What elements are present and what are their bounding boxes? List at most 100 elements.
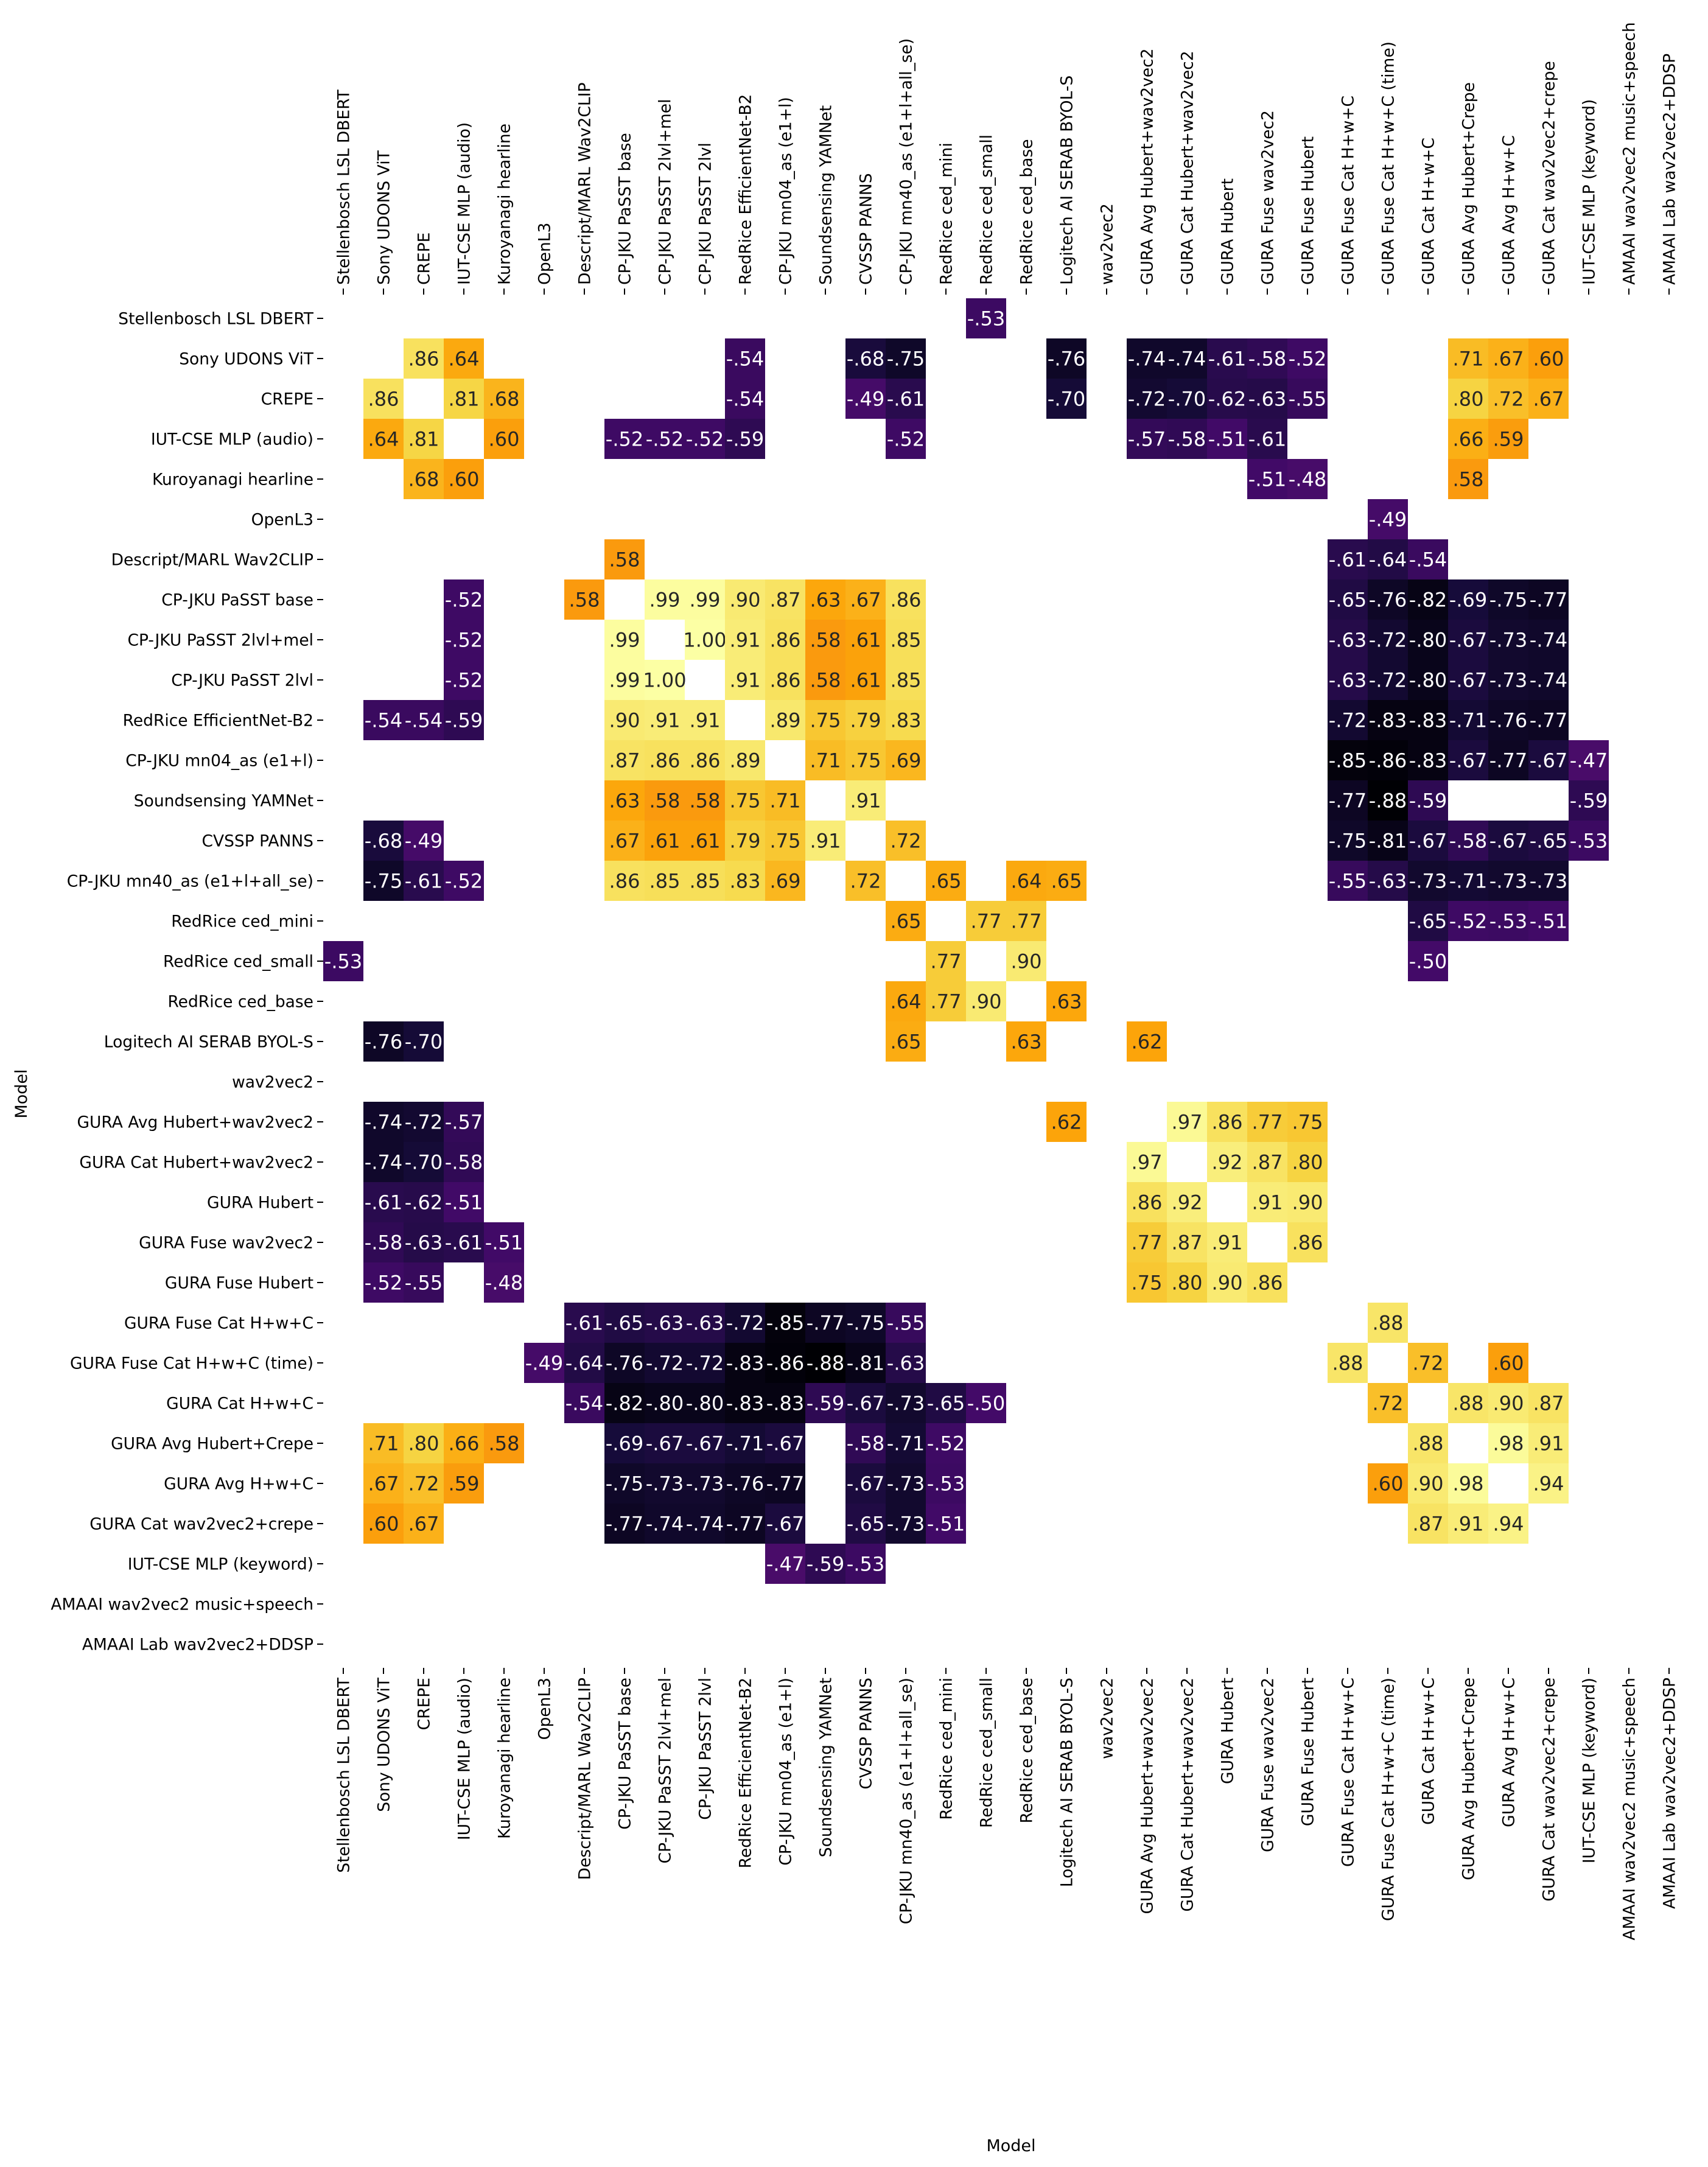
- x-tick-label-top: AMAAI wav2vec2 music+speech: [1620, 22, 1639, 285]
- cell-value-label: -.80: [1409, 669, 1447, 692]
- x-tick-label-top: GURA Fuse Cat H+w+C: [1339, 96, 1357, 285]
- cell-value-label: -.58: [847, 1432, 884, 1455]
- cell-value-label: -.75: [365, 870, 402, 893]
- cell-value-label: -.52: [686, 428, 724, 451]
- heatmap-cell: [1328, 620, 1368, 660]
- heatmap-cell: [1167, 1262, 1207, 1303]
- heatmap-cell: [1368, 861, 1408, 901]
- heatmap-cell: [645, 1423, 685, 1463]
- heatmap-cell: [725, 338, 765, 379]
- cell-value-label: .97: [1172, 1111, 1203, 1134]
- cell-value-label: .80: [408, 1432, 439, 1455]
- heatmap-cell: [1488, 620, 1528, 660]
- heatmap-cell: [845, 780, 886, 821]
- heatmap-cell: [645, 700, 685, 740]
- cell-value-label: .71: [810, 749, 841, 772]
- x-tick-label-top: GURA Avg H+w+C: [1499, 135, 1518, 285]
- y-tick-label: GURA Cat wav2vec2+crepe: [89, 1514, 313, 1533]
- heatmap-cell: [404, 419, 444, 459]
- heatmap-cell: [1046, 338, 1087, 379]
- x-tick-label-top: CP-JKU mn04_as (e1+l): [776, 97, 795, 285]
- heatmap-cell: [805, 821, 845, 861]
- cell-value-label: -.53: [847, 1553, 884, 1576]
- cell-value-label: -.57: [445, 1111, 483, 1134]
- cell-value-label: .86: [770, 669, 801, 692]
- cell-value-label: -.83: [1409, 709, 1447, 732]
- heatmap-cell: [1046, 861, 1087, 901]
- cell-value-label: -.54: [365, 709, 402, 732]
- x-tick-label-top: GURA Cat wav2vec2+crepe: [1539, 61, 1558, 285]
- x-tick-label-top: IUT-CSE MLP (keyword): [1580, 99, 1598, 285]
- y-tick-label: GURA Cat H+w+C: [166, 1394, 313, 1413]
- cell-value-label: -.59: [445, 709, 483, 732]
- heatmap-cell: [926, 1504, 966, 1544]
- heatmap-cell: [1247, 1262, 1287, 1303]
- heatmap-cell: [604, 1383, 645, 1423]
- cell-value-label: -.73: [686, 1472, 724, 1496]
- cell-value-label: -.52: [445, 629, 483, 652]
- cell-value-label: -.67: [1449, 749, 1487, 772]
- cell-value-label: -.63: [646, 1312, 684, 1335]
- x-tick-label-top: GURA Avg Hubert+Crepe: [1459, 82, 1478, 285]
- heatmap-cell: [1448, 379, 1488, 419]
- cell-value-label: .98: [1493, 1432, 1524, 1455]
- x-tick-label-bottom: GURA Fuse Cat H+w+C (time): [1379, 1678, 1398, 1921]
- y-tick-label: GURA Fuse wav2vec2: [139, 1233, 313, 1252]
- cell-value-label: -.51: [485, 1231, 523, 1255]
- heatmap-cell: [685, 620, 725, 660]
- cell-value-label: .86: [690, 749, 721, 772]
- heatmap-cell: [1167, 1182, 1207, 1222]
- cell-value-label: -.54: [1409, 548, 1447, 572]
- heatmap-cell: [444, 579, 484, 620]
- x-tick-label-top: Logitech AI SERAB BYOL-S: [1057, 75, 1076, 285]
- heatmap-cell: [363, 1102, 404, 1142]
- cell-value-label: -.76: [1369, 589, 1407, 612]
- heatmap-cell: [1046, 379, 1087, 419]
- heatmap-cell: [1528, 379, 1569, 419]
- heatmap-cell: [444, 660, 484, 700]
- x-tick-label-bottom: GURA Hubert: [1218, 1678, 1237, 1784]
- cell-value-label: -.59: [1570, 789, 1608, 813]
- cell-value-label: .58: [810, 669, 841, 692]
- cell-value-label: -.62: [1208, 388, 1246, 411]
- heatmap-cell: [1488, 740, 1528, 780]
- cell-value-label: .91: [810, 830, 841, 853]
- heatmap-cell: [1408, 821, 1448, 861]
- cell-value-label: -.80: [646, 1392, 684, 1415]
- y-tick-label: CREPE: [261, 390, 313, 408]
- x-tick-label-top: CREPE: [415, 233, 433, 285]
- heatmap-cell: [765, 700, 805, 740]
- x-tick-label-top: RedRice ced_base: [1017, 139, 1036, 285]
- cell-value-label: -.86: [1369, 749, 1407, 772]
- heatmap-cell: [1006, 901, 1046, 941]
- heatmap-cell: [966, 981, 1006, 1021]
- cell-value-label: .81: [408, 428, 439, 451]
- y-tick-label: GURA Avg Hubert+wav2vec2: [77, 1113, 313, 1132]
- cell-value-label: .72: [1373, 1392, 1404, 1415]
- heatmap-cell: [444, 459, 484, 499]
- heatmap-cell: [805, 660, 845, 700]
- cell-value-label: -.81: [847, 1352, 884, 1375]
- cell-value-label: -.70: [1168, 388, 1206, 411]
- heatmap-cell: [1368, 780, 1408, 821]
- heatmap-cell: [1207, 1222, 1247, 1262]
- cell-value-label: -.61: [565, 1312, 603, 1335]
- heatmap-cell: [1328, 740, 1368, 780]
- heatmap-cell: [1408, 579, 1448, 620]
- heatmap-cell: [645, 821, 685, 861]
- cell-value-label: .71: [1453, 348, 1484, 371]
- heatmap-cell: [845, 1383, 886, 1423]
- heatmap-cell: [1368, 821, 1408, 861]
- heatmap-cell: [404, 459, 444, 499]
- heatmap-cell: [484, 379, 524, 419]
- cell-value-label: -.82: [1409, 589, 1447, 612]
- tick-labels: Stellenbosch LSL DBERT Stellenbosch LSL D…: [51, 22, 1679, 1940]
- heatmap-cell: [886, 1423, 926, 1463]
- heatmap-cell: [1408, 539, 1448, 579]
- heatmap-cell: [845, 861, 886, 901]
- cell-value-label: -.57: [1128, 428, 1166, 451]
- cell-value-label: .88: [1413, 1432, 1444, 1455]
- cell-value-label: .60: [1373, 1472, 1404, 1496]
- heatmap-cell: [1207, 1262, 1247, 1303]
- cell-value-label: .75: [810, 709, 841, 732]
